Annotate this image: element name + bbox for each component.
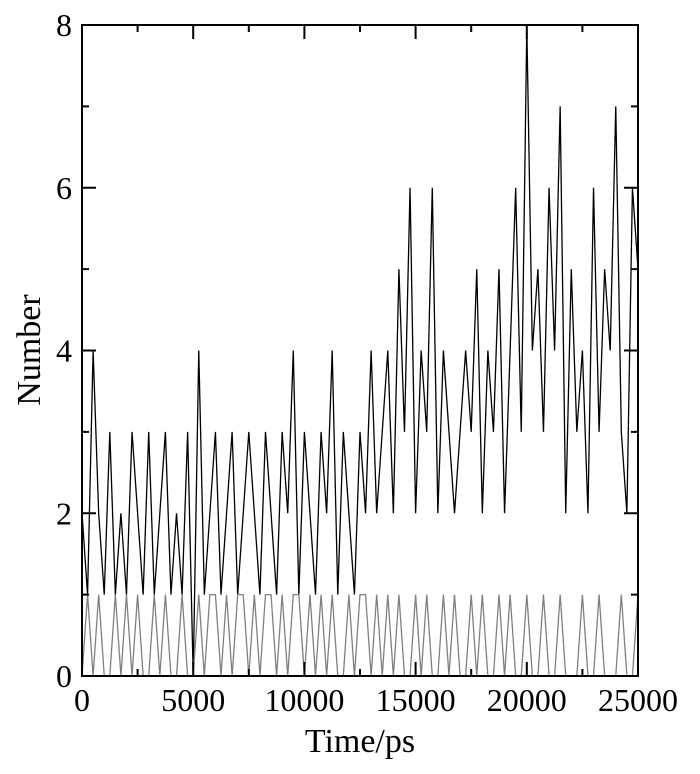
x-tick-label: 15000 — [376, 682, 456, 718]
x-tick-label: 20000 — [487, 682, 567, 718]
x-tick-label: 10000 — [264, 682, 344, 718]
x-tick-label: 5000 — [161, 682, 225, 718]
y-tick-label: 0 — [56, 658, 72, 694]
y-axis-label: Number — [11, 294, 48, 406]
y-tick-label: 8 — [56, 7, 72, 43]
y-tick-label: 4 — [56, 333, 72, 369]
data-line — [81, 593, 639, 677]
y-tick-label: 2 — [56, 495, 72, 531]
y-tick-label: 6 — [56, 170, 72, 206]
x-tick-label: 25000 — [598, 682, 678, 718]
x-axis-label: Time/ps — [305, 723, 415, 760]
x-tick-label: 0 — [74, 682, 90, 718]
data-line — [81, 24, 639, 677]
